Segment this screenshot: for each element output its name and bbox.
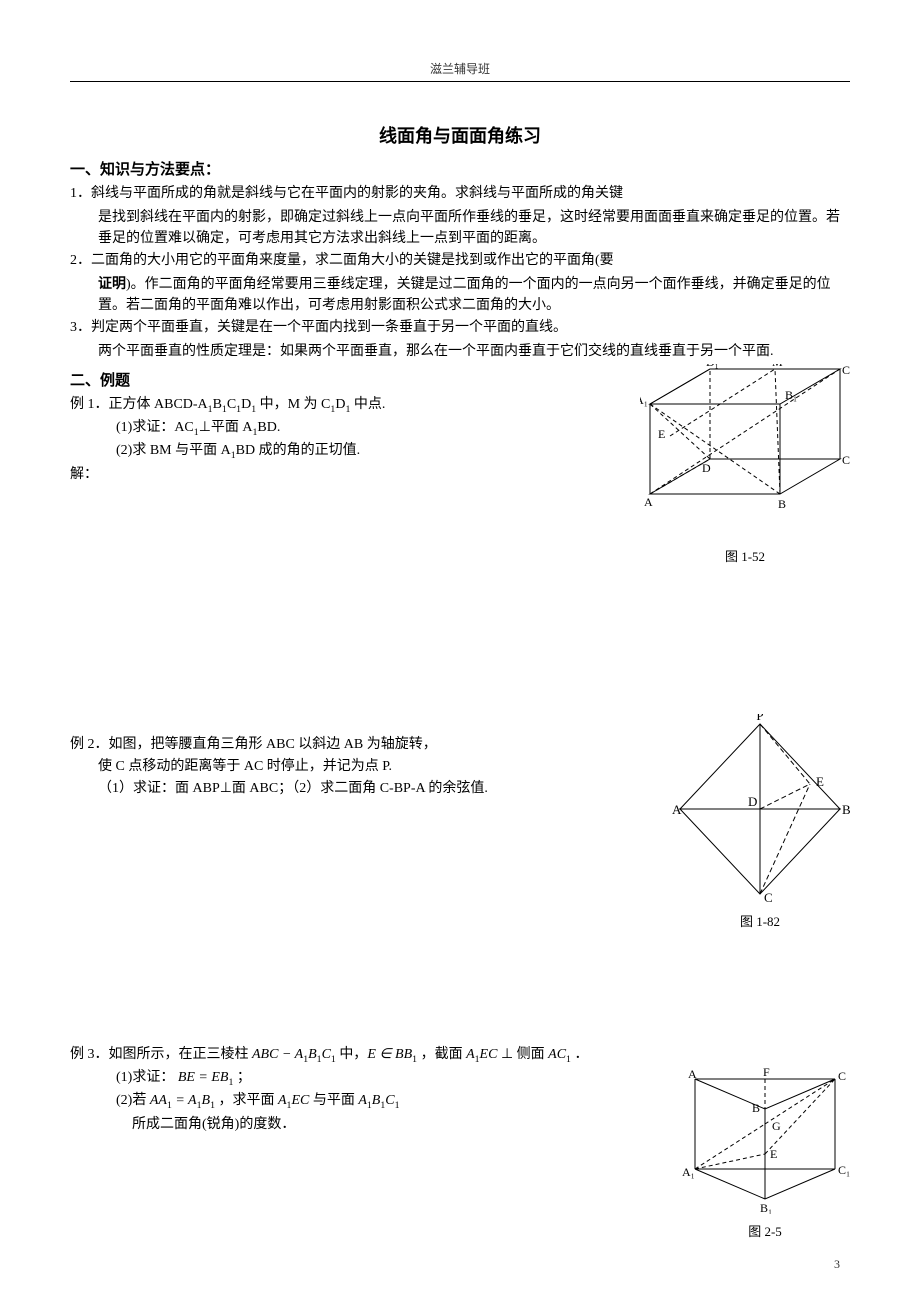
example-3-area: 例 3．如图所示，在正三棱柱 ABC − A1B1C1 中，E ∈ BB1 ，截…: [70, 1044, 850, 1224]
ex1-solve-label: 解：: [70, 464, 570, 486]
svg-text:A: A: [644, 495, 653, 509]
svg-text:D₁: D₁: [706, 364, 719, 369]
fig3-caption: 图 2-5: [680, 1221, 850, 1240]
svg-text:A: A: [688, 1067, 697, 1081]
svg-text:D: D: [702, 461, 711, 475]
ex3-q2: (2)若 AA1 = A1B1 ，求平面 A1EC 与平面 A1B1C1: [70, 1090, 630, 1113]
figure-1: D₁ M C₁ A₁ B₁ E D C A B 图 1-52: [640, 364, 850, 565]
para-3-lead: 3．判定两个平面垂直，关键是在一个平面内找到一条垂直于另一个平面的直线。: [70, 317, 850, 339]
page-number: 3: [834, 1257, 840, 1272]
svg-text:E: E: [816, 774, 824, 789]
para-3-rest: 两个平面垂直的性质定理是：如果两个平面垂直，那么在一个平面内垂直于它们交线的直线…: [70, 341, 850, 363]
para-2-bold: 证明: [98, 277, 126, 292]
svg-text:A₁: A₁: [640, 393, 648, 407]
ex3-q1: (1)求证： BE = EB1 ；: [70, 1067, 630, 1090]
figure-2: P E A D B C 图 1-82: [670, 714, 850, 930]
fig2-caption: 图 1-82: [670, 911, 850, 930]
ex1-q1: (1)求证：AC1⊥平面 A1BD.: [70, 417, 570, 440]
svg-text:E: E: [658, 427, 665, 441]
para-1-rest: 是找到斜线在平面内的射影，即确定过斜线上一点向平面所作垂线的垂足，这时经常要用面…: [70, 207, 850, 250]
header-rule: [70, 81, 850, 82]
svg-text:B₁: B₁: [785, 388, 797, 402]
section1-heading: 一、知识与方法要点：: [70, 158, 850, 179]
ex2-line1: 例 2．如图，把等腰直角三角形 ABC 以斜边 AB 为轴旋转，: [70, 734, 570, 756]
svg-text:F: F: [763, 1065, 770, 1079]
fig1-caption: 图 1-52: [640, 546, 850, 565]
ex3-q3: 所成二面角(锐角)的度数．: [70, 1114, 630, 1136]
svg-text:C: C: [838, 1069, 846, 1083]
svg-text:P: P: [756, 714, 763, 723]
svg-text:A: A: [672, 802, 682, 817]
svg-text:M: M: [772, 364, 783, 369]
svg-text:C₁: C₁: [838, 1163, 850, 1177]
svg-text:G: G: [772, 1119, 781, 1133]
para-2-lead: 2．二面角的大小用它的平面角来度量，求二面角大小的关键是找到或作出它的平面角(要: [70, 250, 850, 272]
svg-text:C: C: [764, 890, 773, 904]
para-2-rest-text: )。作二面角的平面角经常要用三垂线定理，关键是过二面角的一个面内的一点向另一个面…: [98, 277, 831, 314]
svg-text:C: C: [842, 453, 850, 467]
para-2-rest: 证明)。作二面角的平面角经常要用三垂线定理，关键是过二面角的一个面内的一点向另一…: [70, 274, 850, 317]
figure-3: A F C B G E A₁ C₁ B₁ 图 2-5: [680, 1064, 850, 1240]
ex2-line3: （1）求证：面 ABP⊥面 ABC；（2）求二面角 C-BP-A 的余弦值.: [70, 778, 570, 800]
ex2-line2: 使 C 点移动的距离等于 AC 时停止，并记为点 P.: [70, 756, 570, 778]
svg-text:B: B: [778, 497, 786, 511]
svg-text:A₁: A₁: [682, 1165, 695, 1179]
doc-title: 线面角与面面角练习: [70, 122, 850, 148]
ex1-q2: (2)求 BM 与平面 A1BD 成的角的正切值.: [70, 440, 570, 463]
svg-text:D: D: [748, 794, 757, 809]
svg-text:B: B: [752, 1101, 760, 1115]
svg-text:B₁: B₁: [760, 1201, 772, 1214]
svg-text:E: E: [770, 1147, 777, 1161]
svg-text:B: B: [842, 802, 850, 817]
svg-text:C₁: C₁: [842, 364, 850, 377]
example-2-area: 例 2．如图，把等腰直角三角形 ABC 以斜边 AB 为轴旋转， 使 C 点移动…: [70, 734, 850, 934]
example-1-area: 例 1．正方体 ABCD-A1B1C1D1 中，M 为 C1D1 中点. (1)…: [70, 394, 850, 564]
ex1-lead: 例 1．正方体 ABCD-A1B1C1D1 中，M 为 C1D1 中点.: [70, 394, 570, 417]
para-1-lead: 1．斜线与平面所成的角就是斜线与它在平面内的射影的夹角。求斜线与平面所成的角关键: [70, 183, 850, 205]
ex3-lead: 例 3．如图所示，在正三棱柱 ABC − A1B1C1 中，E ∈ BB1 ，截…: [70, 1044, 630, 1067]
page-header: 滋兰辅导班: [70, 60, 850, 77]
